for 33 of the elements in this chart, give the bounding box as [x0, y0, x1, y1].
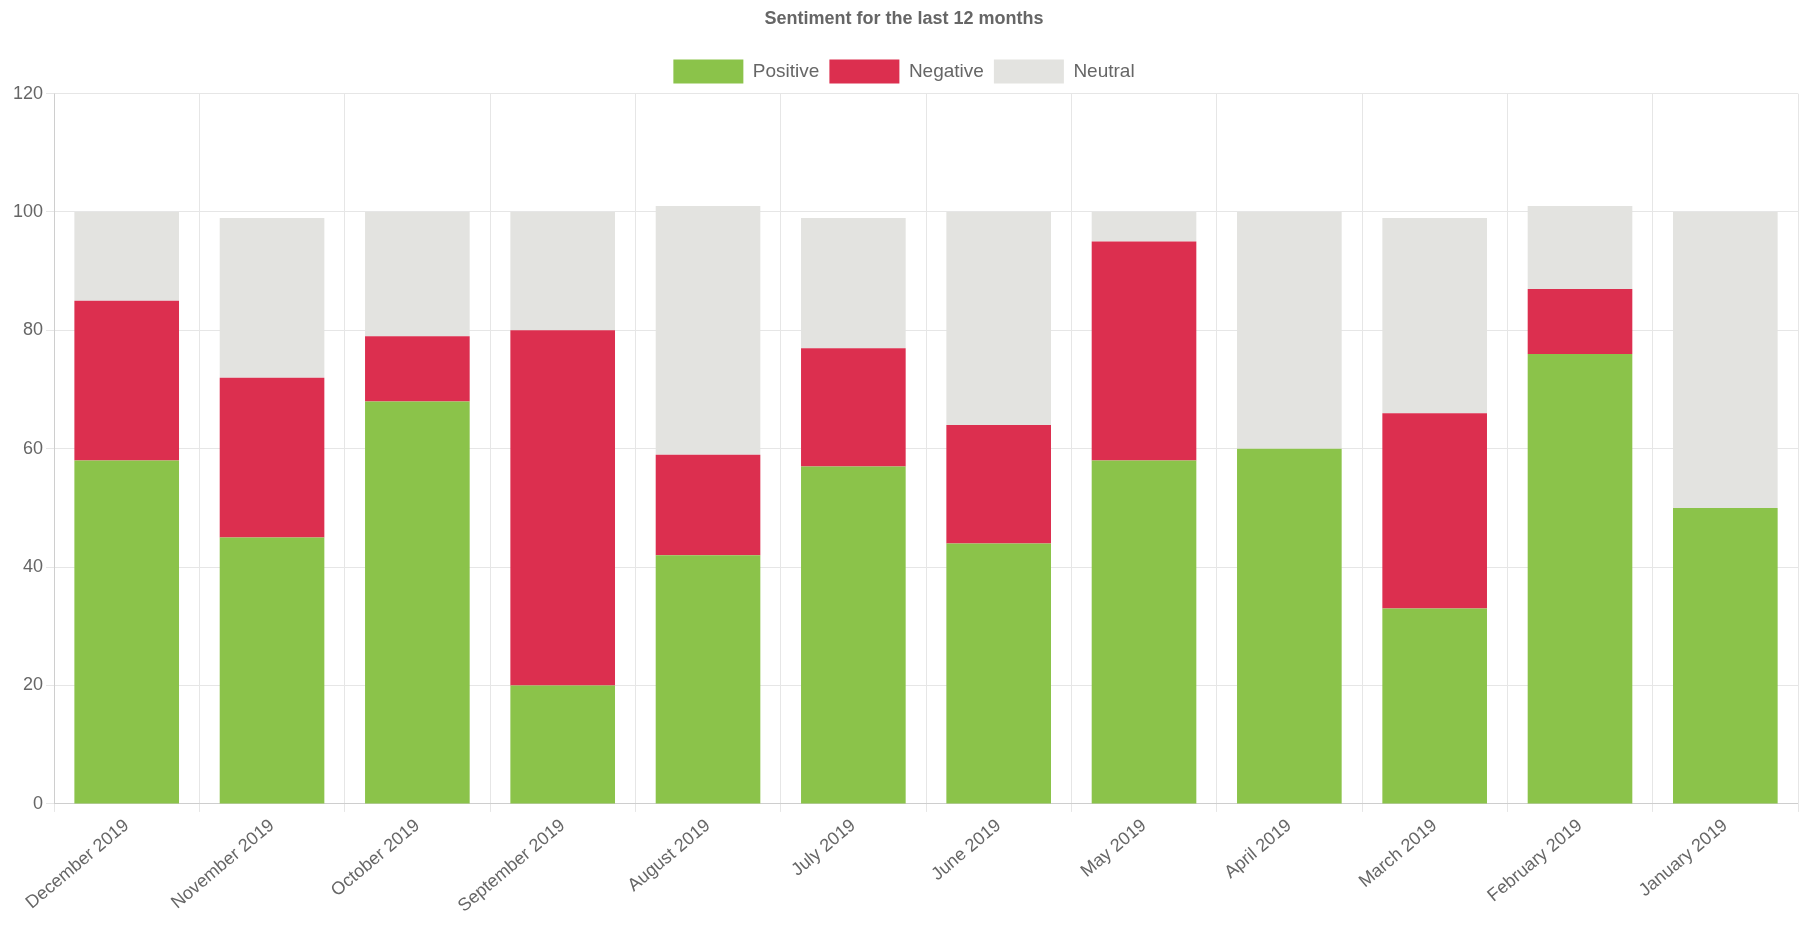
y-tick-label: 60 [23, 437, 44, 458]
bar [219, 537, 325, 804]
y-tick-label: 100 [12, 200, 44, 221]
bar [1527, 288, 1633, 355]
bar [74, 300, 180, 461]
bar [801, 348, 906, 467]
legend-label: Neutral [1073, 59, 1135, 81]
bar [655, 555, 761, 804]
y-tick-label: 80 [23, 319, 44, 340]
legend-label: Negative [908, 59, 984, 81]
bar [1673, 507, 1778, 804]
bar [1382, 608, 1487, 804]
bar [1527, 354, 1633, 804]
y-tick-label: 40 [23, 556, 44, 577]
bar [219, 377, 325, 538]
bar [1091, 460, 1197, 804]
bar [1237, 448, 1342, 804]
bar [946, 543, 1051, 804]
y-tick-label: 120 [12, 82, 44, 103]
legend-label: Positive [752, 59, 820, 81]
y-tick-label: 20 [23, 674, 44, 695]
bar [801, 466, 906, 804]
bar [74, 460, 180, 804]
chart-title: Sentiment for the last 12 months [764, 7, 1044, 28]
bar [365, 336, 470, 402]
bar [1091, 241, 1197, 461]
bar [946, 425, 1051, 544]
bar [365, 401, 470, 804]
bar [1382, 413, 1487, 609]
bar [510, 330, 616, 686]
y-tick-label: 0 [33, 792, 44, 813]
bar [655, 454, 761, 556]
bar [510, 685, 616, 804]
